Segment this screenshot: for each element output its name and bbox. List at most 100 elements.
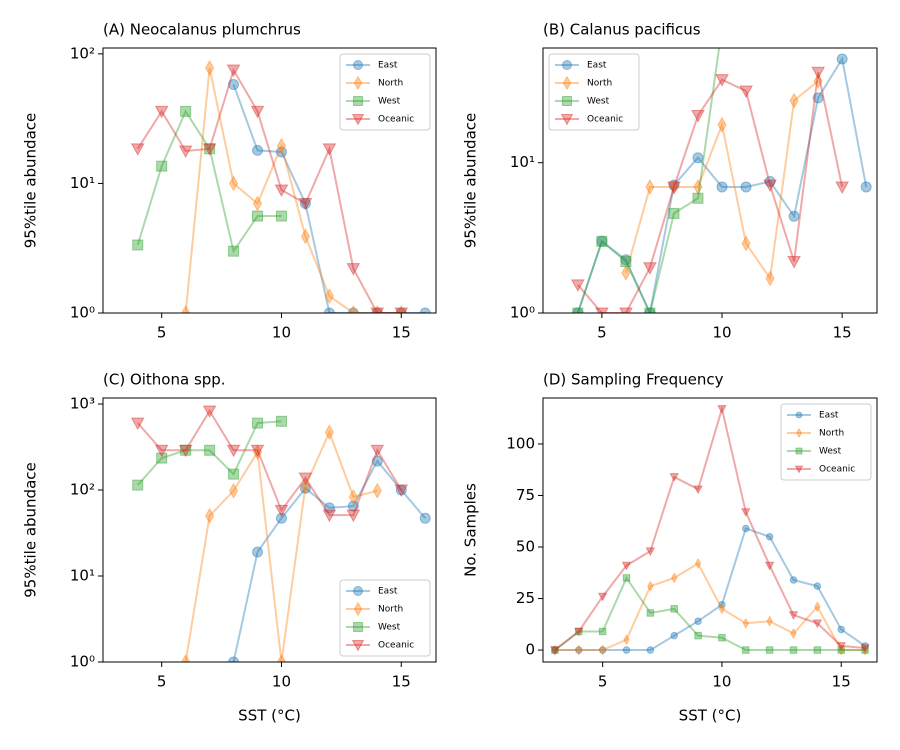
marker xyxy=(204,143,216,155)
marker xyxy=(372,482,382,499)
marker xyxy=(299,482,311,494)
legend-marker xyxy=(560,114,574,126)
legend: East North West Oceanic xyxy=(339,579,431,657)
marker xyxy=(765,532,774,541)
plot-area xyxy=(130,405,431,662)
axes-frame xyxy=(542,397,878,663)
marker xyxy=(691,110,705,123)
marker xyxy=(597,592,608,602)
marker xyxy=(324,424,334,441)
legend-box xyxy=(339,53,431,131)
marker xyxy=(764,175,776,187)
marker xyxy=(860,181,872,193)
marker xyxy=(787,256,801,269)
marker xyxy=(276,653,287,662)
marker xyxy=(790,628,797,640)
marker xyxy=(620,254,632,266)
marker xyxy=(814,601,821,613)
legend-label: North xyxy=(587,79,612,89)
x-tick-label: 10 xyxy=(712,324,731,342)
y-tick-label: 10⁰ xyxy=(70,653,95,671)
marker xyxy=(204,444,216,456)
panel-title: (A) Neocalanus plumchrus xyxy=(103,21,301,39)
y-tick-label: 10¹ xyxy=(70,174,95,192)
marker xyxy=(693,178,703,195)
x-tick-label: 15 xyxy=(832,673,851,691)
marker xyxy=(205,507,215,524)
marker xyxy=(346,509,361,523)
legend-box xyxy=(548,53,640,131)
marker xyxy=(811,66,825,80)
axes-frame xyxy=(102,47,437,314)
marker xyxy=(250,444,265,458)
marker xyxy=(813,582,822,590)
plot-area xyxy=(550,405,870,656)
y-axis-label: No. Samples xyxy=(462,483,480,577)
marker xyxy=(371,307,383,313)
legend-marker xyxy=(351,640,365,652)
x-tick-label: 5 xyxy=(598,673,608,691)
marker xyxy=(226,64,241,78)
marker xyxy=(646,609,655,617)
marker xyxy=(324,288,334,305)
marker xyxy=(394,484,409,498)
marker xyxy=(693,485,703,495)
marker xyxy=(694,617,702,625)
legend-label: North xyxy=(819,429,844,439)
marker xyxy=(205,59,215,76)
legend-marker xyxy=(353,75,363,91)
marker xyxy=(671,572,678,584)
marker xyxy=(252,144,264,156)
marker xyxy=(765,270,775,287)
marker xyxy=(836,53,848,65)
legend-label: West xyxy=(587,97,610,107)
legend-marker xyxy=(796,427,802,439)
marker xyxy=(348,488,358,505)
legend-marker xyxy=(353,60,363,70)
x-tick-label: 15 xyxy=(392,324,411,342)
marker xyxy=(694,557,702,570)
series-line xyxy=(577,72,844,313)
marker xyxy=(670,631,678,640)
series-line xyxy=(136,109,282,254)
marker xyxy=(181,304,191,313)
marker xyxy=(669,178,679,195)
marker xyxy=(132,479,144,491)
marker xyxy=(275,210,287,222)
series-line xyxy=(184,67,402,313)
legend-label: North xyxy=(378,79,403,89)
marker xyxy=(741,235,751,252)
marker xyxy=(622,574,631,582)
y-axis-label: 95%tile abundace xyxy=(462,113,480,248)
x-tick-label: 5 xyxy=(597,324,607,342)
marker xyxy=(180,105,192,117)
marker xyxy=(572,307,584,313)
marker xyxy=(574,627,584,637)
marker xyxy=(572,307,584,313)
series-line xyxy=(184,429,378,662)
legend-label: East xyxy=(819,411,839,421)
marker xyxy=(228,79,240,91)
marker xyxy=(250,105,265,119)
series-line xyxy=(554,405,866,651)
marker xyxy=(370,444,385,458)
marker xyxy=(598,627,607,636)
marker xyxy=(621,264,631,281)
legend: East North West Oceanic xyxy=(548,53,640,131)
y-tick-label: 10⁰ xyxy=(510,304,535,322)
marker xyxy=(228,175,239,192)
marker xyxy=(742,617,749,629)
legend: East North West Oceanic xyxy=(780,403,872,481)
marker xyxy=(623,634,630,646)
marker xyxy=(252,195,263,212)
marker xyxy=(643,262,657,275)
x-tick-label: 10 xyxy=(712,673,731,691)
y-tick-label: 0 xyxy=(525,641,535,659)
marker xyxy=(550,646,560,655)
y-tick-label: 10⁰ xyxy=(70,304,95,322)
marker xyxy=(837,646,845,654)
marker xyxy=(130,143,145,156)
marker xyxy=(346,263,361,276)
series-line xyxy=(554,527,866,652)
marker xyxy=(322,509,337,523)
